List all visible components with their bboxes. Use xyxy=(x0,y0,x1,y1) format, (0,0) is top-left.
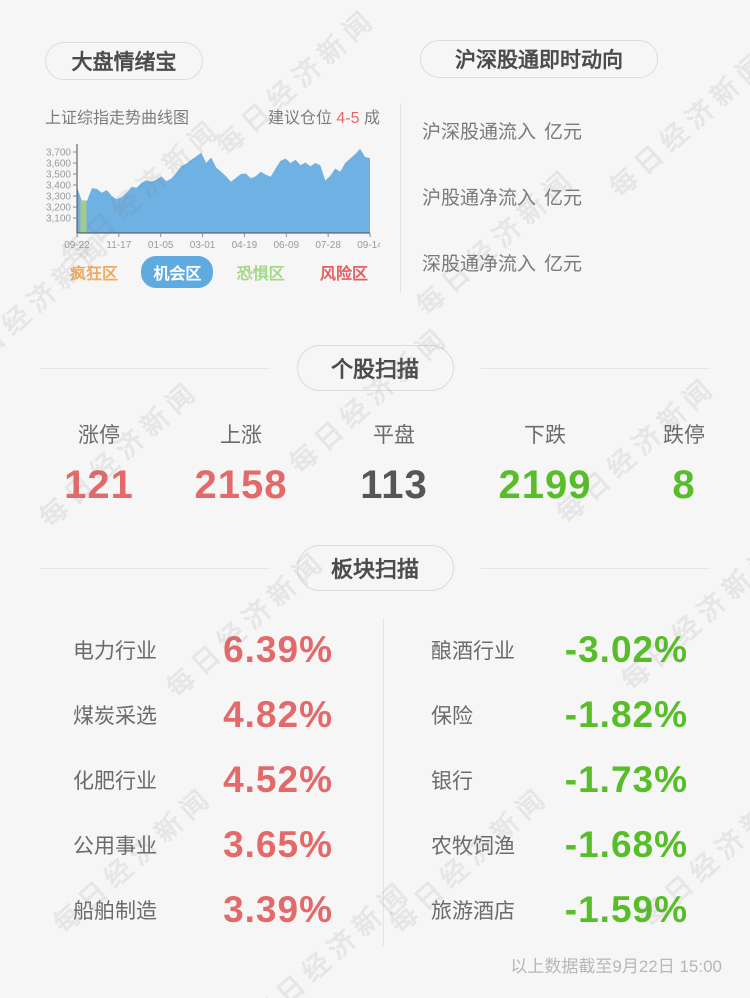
sector-row: 酿酒行业 -3.02% xyxy=(431,628,688,672)
sector-change: 6.39% xyxy=(223,629,333,670)
data-cutoff-note: 以上数据截至9月22日 15:00 xyxy=(510,957,722,976)
sector-name: 煤炭采选 xyxy=(73,705,157,728)
top-vertical-divider xyxy=(400,103,401,293)
svg-text:3,700: 3,700 xyxy=(46,148,71,159)
sector-row: 银行 -1.73% xyxy=(431,758,688,802)
sector-name: 旅游酒店 xyxy=(431,900,515,923)
svg-text:07-28: 07-28 xyxy=(315,240,341,251)
connect-row-unit: 亿元 xyxy=(544,253,583,275)
svg-text:11-17: 11-17 xyxy=(106,240,131,251)
svg-text:3,300: 3,300 xyxy=(46,192,71,203)
scan-label: 下跌 xyxy=(524,424,566,447)
connect-row-label: 沪深股通流入 xyxy=(422,121,537,143)
legend-item-risk-zone: 风险区 xyxy=(319,266,368,283)
sector-change: 4.52% xyxy=(223,759,333,800)
connect-row-unit: 亿元 xyxy=(544,121,583,143)
scan-value: 8 xyxy=(672,463,696,507)
sector-name: 酿酒行业 xyxy=(431,640,515,663)
legend-item-opportunity-zone: 机会区 xyxy=(141,256,214,288)
connect-row-unit: 亿元 xyxy=(544,187,583,209)
sector-scan-header: 板块扫描 xyxy=(40,545,710,591)
stock-scan-header: 个股扫描 xyxy=(40,345,710,391)
sentiment-panel-title-label: 大盘情绪宝 xyxy=(71,51,177,74)
scan-value: 2199 xyxy=(498,463,592,507)
divider-line xyxy=(40,367,270,369)
position-suggestion: 建议仓位 4-5 成 xyxy=(268,104,380,128)
legend-item-mania-zone: 疯狂区 xyxy=(70,266,119,283)
scan-label: 上涨 xyxy=(220,424,262,447)
scan-value: 113 xyxy=(360,463,428,507)
sector-change: -1.68% xyxy=(564,824,688,865)
connect-row-sh-net-inflow: 沪股通净流入 亿元 xyxy=(422,184,583,209)
svg-text:01-05: 01-05 xyxy=(148,240,174,251)
svg-text:3,500: 3,500 xyxy=(46,170,71,181)
stock-scan-column-limit-down: 跌停 8 xyxy=(619,0,749,509)
stock-scan-header-label: 个股扫描 xyxy=(330,357,419,382)
sector-row: 保险 -1.82% xyxy=(431,693,688,737)
sector-scan-header-pill: 板块扫描 xyxy=(296,545,454,591)
connect-panel-title-label: 沪深股通即时动向 xyxy=(455,49,623,72)
scan-label: 涨停 xyxy=(78,424,120,447)
scan-label: 跌停 xyxy=(663,424,705,447)
sector-row: 电力行业 6.39% xyxy=(73,628,333,672)
connect-row-total-inflow: 沪深股通流入 亿元 xyxy=(422,118,583,143)
sector-change: 3.65% xyxy=(223,824,333,865)
stock-scan-column-falling: 下跌 2199 xyxy=(480,0,610,509)
sector-name: 保险 xyxy=(431,705,473,728)
divider-line xyxy=(480,567,710,569)
sector-change: -3.02% xyxy=(564,629,688,670)
svg-text:03-01: 03-01 xyxy=(190,240,216,251)
sector-scan-header-label: 板块扫描 xyxy=(330,557,419,582)
sector-name: 农牧饲渔 xyxy=(431,835,515,858)
zone-legend: 疯狂区 机会区 恐惧区 风险区 xyxy=(58,256,380,288)
sentiment-panel-title: 大盘情绪宝 xyxy=(45,42,203,80)
sector-change: 3.39% xyxy=(223,889,333,930)
connect-row-sz-net-inflow: 深股通净流入 亿元 xyxy=(422,250,583,275)
stock-scan-column-rising: 上涨 2158 xyxy=(176,0,306,509)
divider-line xyxy=(40,567,270,569)
sector-row: 煤炭采选 4.82% xyxy=(73,693,333,737)
svg-text:3,100: 3,100 xyxy=(46,214,71,225)
sector-name: 电力行业 xyxy=(73,640,157,663)
connect-panel-title: 沪深股通即时动向 xyxy=(420,40,658,78)
scan-label: 平盘 xyxy=(373,424,415,447)
sector-change: 4.82% xyxy=(223,694,333,735)
svg-text:04-19: 04-19 xyxy=(232,240,258,251)
sector-row: 公用事业 3.65% xyxy=(73,823,333,867)
sector-row: 船舶制造 3.39% xyxy=(73,888,333,932)
svg-text:3,600: 3,600 xyxy=(46,159,71,170)
svg-text:09-14: 09-14 xyxy=(357,240,380,251)
stock-scan-header-pill: 个股扫描 xyxy=(296,345,454,391)
sector-change: -1.59% xyxy=(564,889,688,930)
position-suggestion-unit: 成 xyxy=(363,110,380,127)
legend-item-fear-zone: 恐惧区 xyxy=(236,266,285,283)
connect-row-label: 沪股通净流入 xyxy=(422,187,537,209)
sector-change: -1.73% xyxy=(564,759,688,800)
chart-caption: 上证综指走势曲线图 xyxy=(45,110,190,127)
svg-text:06-09: 06-09 xyxy=(273,240,299,251)
scan-value: 2158 xyxy=(194,463,288,507)
sector-name: 船舶制造 xyxy=(73,900,157,923)
position-suggestion-value: 4-5 xyxy=(336,110,360,127)
stock-scan-column-limit-up: 涨停 121 xyxy=(34,0,164,509)
sector-name: 银行 xyxy=(431,770,473,793)
sector-vertical-divider xyxy=(383,618,384,946)
svg-text:09-22: 09-22 xyxy=(64,240,90,251)
svg-text:3,200: 3,200 xyxy=(46,203,71,214)
connect-row-label: 深股通净流入 xyxy=(422,253,537,275)
scan-value: 121 xyxy=(64,463,134,507)
chart-caption-row: 上证综指走势曲线图 建议仓位 4-5 成 xyxy=(45,104,380,128)
divider-line xyxy=(480,367,710,369)
stock-scan-column-flat: 平盘 113 xyxy=(329,0,459,509)
sector-row: 农牧饲渔 -1.68% xyxy=(431,823,688,867)
sector-row: 化肥行业 4.52% xyxy=(73,758,333,802)
sector-name: 公用事业 xyxy=(73,835,157,858)
sector-row: 旅游酒店 -1.59% xyxy=(431,888,688,932)
svg-text:3,400: 3,400 xyxy=(46,181,71,192)
position-suggestion-label: 建议仓位 xyxy=(267,110,332,127)
sector-name: 化肥行业 xyxy=(73,770,157,793)
sector-change: -1.82% xyxy=(564,694,688,735)
